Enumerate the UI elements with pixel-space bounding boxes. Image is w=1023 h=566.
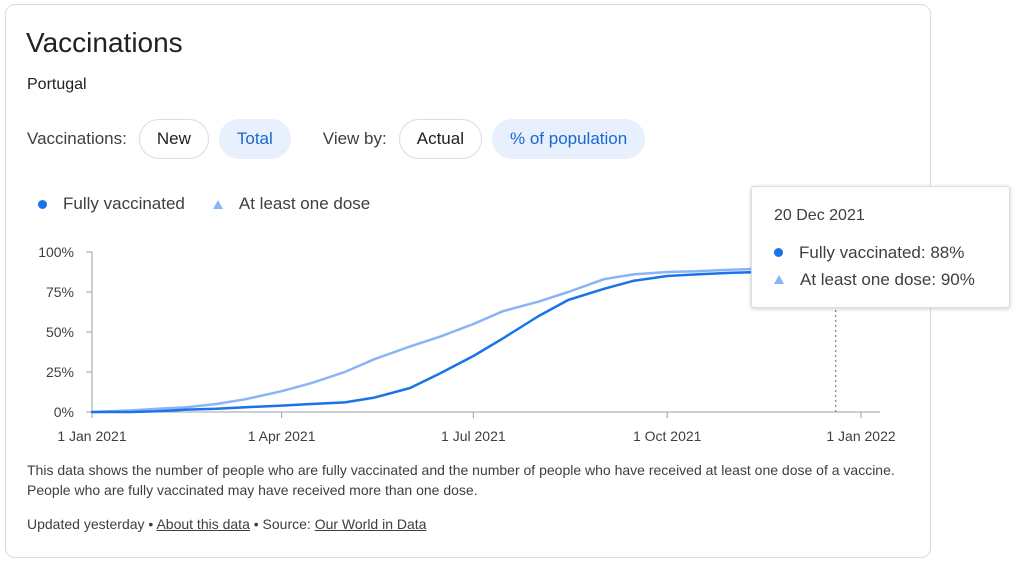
circle-marker-icon [774,248,783,257]
actual-chip[interactable]: Actual [398,119,482,159]
tooltip-one-dose-row: At least one dose: 90% [774,266,987,293]
tooltip-fully-row: Fully vaccinated: 88% [774,239,987,266]
source-label: Source: [262,516,311,532]
chart-controls: Vaccinations: New Total View by: Actual … [27,118,655,160]
chart-legend: Fully vaccinated At least one dose [38,194,398,214]
tooltip-one-dose-value: At least one dose: 90% [800,269,975,289]
separator: • [253,516,259,532]
hover-tooltip: 20 Dec 2021 Fully vaccinated: 88% At lea… [751,186,1010,308]
new-chip[interactable]: New [138,119,209,159]
x-tick-label: 1 Jan 2022 [826,428,895,444]
chart-description: This data shows the number of people who… [27,462,895,498]
chart-footer: Updated yesterday • About this data • So… [27,516,426,532]
updated-text: Updated yesterday [27,516,145,532]
circle-marker-icon [38,199,47,209]
source-link[interactable]: Our World in Data [314,516,427,532]
y-tick-label: 100% [38,244,74,260]
separator: • [148,516,154,532]
x-tick-label: 1 Oct 2021 [633,428,702,444]
series-line-at-least-one-dose [90,266,783,414]
vaccinations-label: Vaccinations: [27,129,127,148]
y-tick-label: 50% [46,324,74,340]
card-title: Vaccinations [26,27,183,58]
x-tick-label: 1 Jan 2021 [57,428,126,444]
y-tick-label: 75% [46,284,74,300]
legend-at-least-one-dose: At least one dose [212,194,371,214]
y-tick-label: 0% [54,404,74,420]
legend-label: Fully vaccinated [63,194,185,213]
tooltip-fully-value: Fully vaccinated: 88% [799,242,965,262]
x-tick-label: 1 Apr 2021 [248,428,316,444]
legend-fully-vaccinated: Fully vaccinated [38,194,185,214]
view-by-label: View by: [322,129,387,148]
triangle-marker-icon [774,275,784,284]
x-tick-label: 1 Jul 2021 [441,428,506,444]
legend-label: At least one dose [238,194,371,213]
percent-of-population-chip[interactable]: % of population [492,119,646,159]
total-chip[interactable]: Total [218,119,291,159]
about-data-link[interactable]: About this data [156,516,250,532]
series-line-fully-vaccinated [90,269,783,414]
y-tick-label: 25% [46,364,74,380]
location-subtitle: Portugal [27,76,87,93]
triangle-marker-icon [212,199,223,209]
tooltip-date: 20 Dec 2021 [774,207,865,224]
